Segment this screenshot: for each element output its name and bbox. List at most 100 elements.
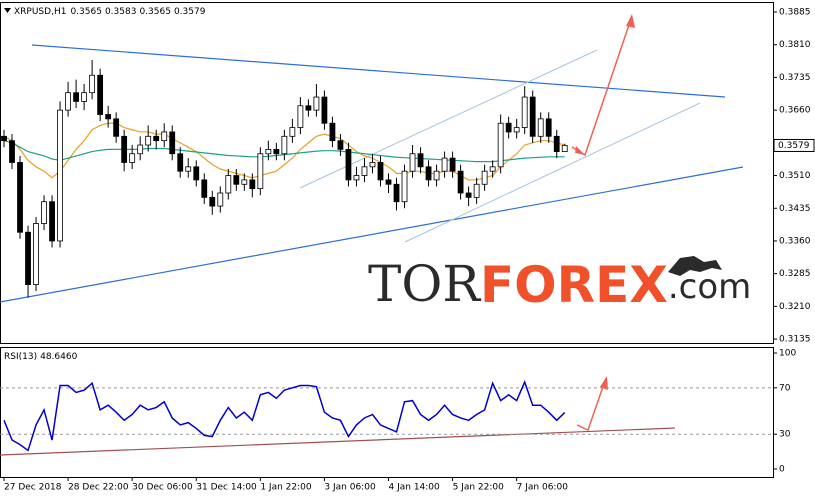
x-tick-label: 3 Jan 06:00	[324, 483, 376, 493]
candle-body	[177, 153, 184, 172]
candle-body	[257, 153, 264, 190]
y-tick-label: 0.3210	[779, 302, 811, 312]
y-tick-label: 0.3360	[779, 236, 811, 246]
watermark-text: TORFOREX.com	[368, 255, 751, 314]
candle-body	[521, 96, 528, 128]
candle-body	[537, 118, 544, 137]
rsi-tick-label: 70	[779, 383, 791, 393]
candle-body	[113, 118, 120, 137]
price-header: XRPUSD,H1 0.3565 0.3583 0.3565 0.3579	[14, 7, 206, 17]
candle-body	[457, 170, 464, 194]
candle-body	[409, 153, 416, 172]
candle-body	[489, 166, 496, 172]
candle-body	[89, 74, 96, 94]
candle-body	[473, 183, 480, 198]
candle-body	[137, 144, 144, 155]
y-tick-label: 0.3660	[779, 106, 811, 116]
y-tick-label: 0.3285	[779, 269, 811, 279]
candle-body	[481, 170, 488, 185]
candle-body	[129, 153, 136, 163]
x-tick-label: 30 Dec 06:00	[132, 483, 193, 493]
candle-body	[441, 157, 448, 172]
candle-body	[393, 183, 400, 203]
watermark: TORFOREX.com	[368, 255, 751, 314]
moving-average	[3, 122, 565, 181]
close-value: 0.3579	[174, 7, 206, 17]
candle-body	[369, 162, 376, 168]
channel-line	[299, 49, 598, 189]
rsi-trend-line	[0, 427, 676, 456]
candle-body	[201, 179, 208, 198]
rsi-tick-label: 100	[779, 349, 796, 359]
candle-body	[145, 135, 152, 146]
symbol-marker	[4, 8, 11, 13]
candle-body	[561, 145, 568, 152]
candle-body	[33, 223, 39, 285]
candle-body	[465, 192, 472, 198]
candle-body	[105, 114, 112, 120]
y-tick-label: 0.3735	[779, 73, 811, 83]
annotations	[0, 14, 744, 456]
candle-body	[41, 201, 47, 224]
candle-body	[193, 166, 200, 181]
candle-body	[385, 179, 392, 185]
watermark-forex: FOREX	[480, 256, 668, 314]
candle-body	[433, 170, 440, 181]
candle-body	[169, 131, 176, 155]
candle-body	[161, 131, 168, 142]
x-tick-label: 31 Dec 14:00	[196, 483, 257, 493]
x-tick-label: 7 Jan 06:00	[517, 483, 569, 493]
candle-body	[361, 166, 368, 176]
candle-body	[1, 135, 7, 142]
candle-body	[209, 196, 216, 207]
candle-body	[273, 148, 280, 155]
candle-body	[513, 127, 520, 133]
candle-body	[545, 118, 552, 137]
rsi-tick-label: 30	[779, 430, 791, 440]
trend-line	[31, 44, 726, 98]
candle-body	[217, 192, 224, 207]
candle-body	[321, 96, 328, 124]
candle-body	[505, 122, 512, 133]
candle-body	[305, 105, 312, 111]
rsi-current: 48.6460	[40, 352, 77, 362]
candle-body	[233, 175, 240, 185]
candle-body	[281, 135, 288, 155]
candle-body	[73, 92, 79, 102]
candle-body	[289, 127, 296, 137]
candle-body	[401, 170, 408, 203]
current-price-label: 0.3579	[778, 141, 810, 151]
rsi-name: RSI(13)	[4, 352, 37, 362]
current-price-box	[773, 138, 815, 152]
candle-body	[345, 148, 352, 181]
candle-body	[553, 135, 560, 152]
rsi-tick-label: 0	[779, 464, 785, 474]
candle-body	[425, 166, 432, 181]
x-tick-label: 4 Jan 14:00	[389, 483, 441, 493]
candle-body	[81, 92, 88, 102]
arrow-head	[575, 146, 585, 155]
y-tick-label: 0.3885	[779, 8, 811, 18]
candle-body	[65, 92, 71, 111]
candle-body	[497, 122, 504, 168]
forecast-arrow	[571, 15, 633, 157]
candle-body	[377, 162, 384, 181]
high-value: 0.3583	[105, 7, 137, 17]
y-tick-label: 0.3510	[779, 171, 811, 181]
y-tick-label: 0.3135	[779, 335, 811, 345]
x-tick-label: 1 Jan 22:00	[260, 483, 312, 493]
trend-line	[0, 166, 744, 303]
candle-body	[225, 175, 232, 194]
candle-body	[121, 135, 128, 163]
bull-icon	[668, 256, 722, 276]
candle-body	[449, 157, 456, 172]
candle-body	[265, 148, 272, 155]
candle-body	[329, 122, 336, 142]
rsi-line	[3, 379, 566, 452]
x-tick-label: 5 Jan 22:00	[453, 483, 505, 493]
candle-body	[529, 96, 536, 137]
candle-body	[241, 179, 248, 185]
candle-body	[353, 175, 360, 181]
candle-body	[97, 74, 104, 115]
candle-body	[17, 162, 23, 233]
